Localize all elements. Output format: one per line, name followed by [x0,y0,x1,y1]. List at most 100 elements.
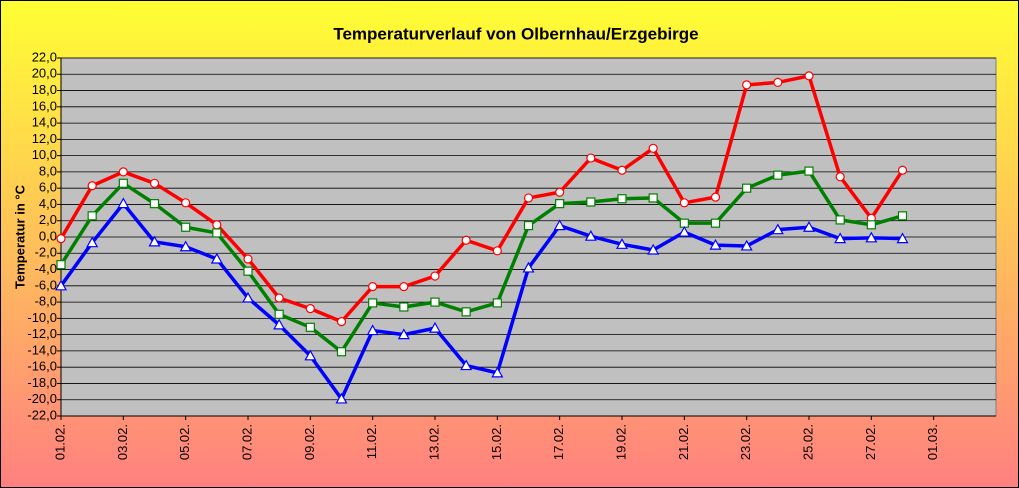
marker [397,328,410,340]
x-tick-label: 19.02. [613,424,628,460]
marker [428,321,442,333]
marker [149,178,160,188]
y-tick-label: 16,0 [32,98,57,113]
marker [710,192,721,202]
y-tick-label: -18,0 [27,375,57,390]
marker [865,231,878,243]
y-tick-label: -4,0 [35,261,57,276]
marker [54,279,68,291]
y-tick-label: 4,0 [39,196,57,211]
y-tick-label: -2,0 [35,245,57,260]
marker [492,298,502,308]
x-tick-label: 27.02. [863,424,878,460]
x-tick-label: 13.02. [426,424,441,460]
marker [148,235,161,247]
marker [866,220,876,230]
marker [430,271,440,281]
y-tick-label: -20,0 [27,391,57,406]
marker [523,221,534,231]
marker [740,239,753,251]
y-tick-label: 2,0 [39,212,57,227]
marker [647,243,660,255]
x-tick-label: 25.02. [800,424,815,460]
marker [491,366,504,378]
marker [555,187,565,197]
marker [117,197,130,209]
marker [897,211,908,221]
marker [492,246,502,256]
marker [336,317,347,327]
y-tick-label: 6,0 [39,180,57,195]
y-tick-label: -8,0 [35,294,57,309]
marker [212,220,222,230]
marker [679,198,689,208]
x-tick-label: 09.02. [302,424,317,460]
marker [368,298,378,308]
marker [678,225,691,237]
series-line [59,74,904,324]
y-tick-label: 14,0 [32,115,57,130]
series-line [59,201,903,401]
marker [56,234,66,244]
marker [586,153,596,163]
marker [87,181,97,191]
x-tick-label: 15.02. [489,424,504,460]
marker [461,307,471,317]
marker [368,282,378,292]
marker [522,261,535,273]
marker [399,282,409,292]
y-tick-label: 8,0 [39,163,57,178]
y-axis-title: Temperatur in °C [12,184,27,289]
x-tick-label: 05.02. [177,424,192,460]
marker [555,199,565,209]
marker [179,240,192,252]
marker [742,80,752,90]
x-tick-label: 23.02. [738,424,753,460]
marker [273,318,286,330]
marker [305,304,315,314]
y-tick-label: 18,0 [32,82,57,97]
y-tick-label: -16,0 [27,359,57,374]
marker [118,178,128,188]
x-tick-label: 01.03. [925,424,940,460]
y-tick-label: 22,0 [32,49,57,64]
marker [617,194,627,204]
marker [835,172,845,182]
marker [304,349,317,361]
y-tick-label: -22,0 [27,407,57,422]
marker [648,193,658,203]
marker [835,215,845,225]
marker [243,266,253,276]
y-tick-label: -14,0 [27,342,57,357]
marker [274,293,284,303]
y-tick-label: -12,0 [27,326,57,341]
marker [243,254,253,264]
chart-title: Temperaturverlauf von Olbernhau/Erzgebir… [333,24,698,43]
y-tick-label: 12,0 [32,131,57,146]
y-tick-label: 0,0 [39,228,57,243]
series-line [59,169,903,354]
marker [181,198,191,208]
marker [210,252,223,264]
marker [802,221,816,232]
marker [648,143,658,153]
marker [274,309,284,319]
marker [181,222,191,232]
marker [305,322,315,332]
marker [149,199,160,209]
marker [773,170,783,180]
marker [804,166,814,176]
marker [241,291,255,303]
marker [523,193,534,203]
marker [897,165,908,175]
x-tick-label: 07.02. [239,424,254,460]
marker [430,297,440,307]
marker [56,260,66,270]
marker [773,77,783,88]
marker [586,197,596,207]
marker [834,232,847,244]
marker [461,235,471,245]
marker [742,183,752,193]
marker [615,238,629,249]
